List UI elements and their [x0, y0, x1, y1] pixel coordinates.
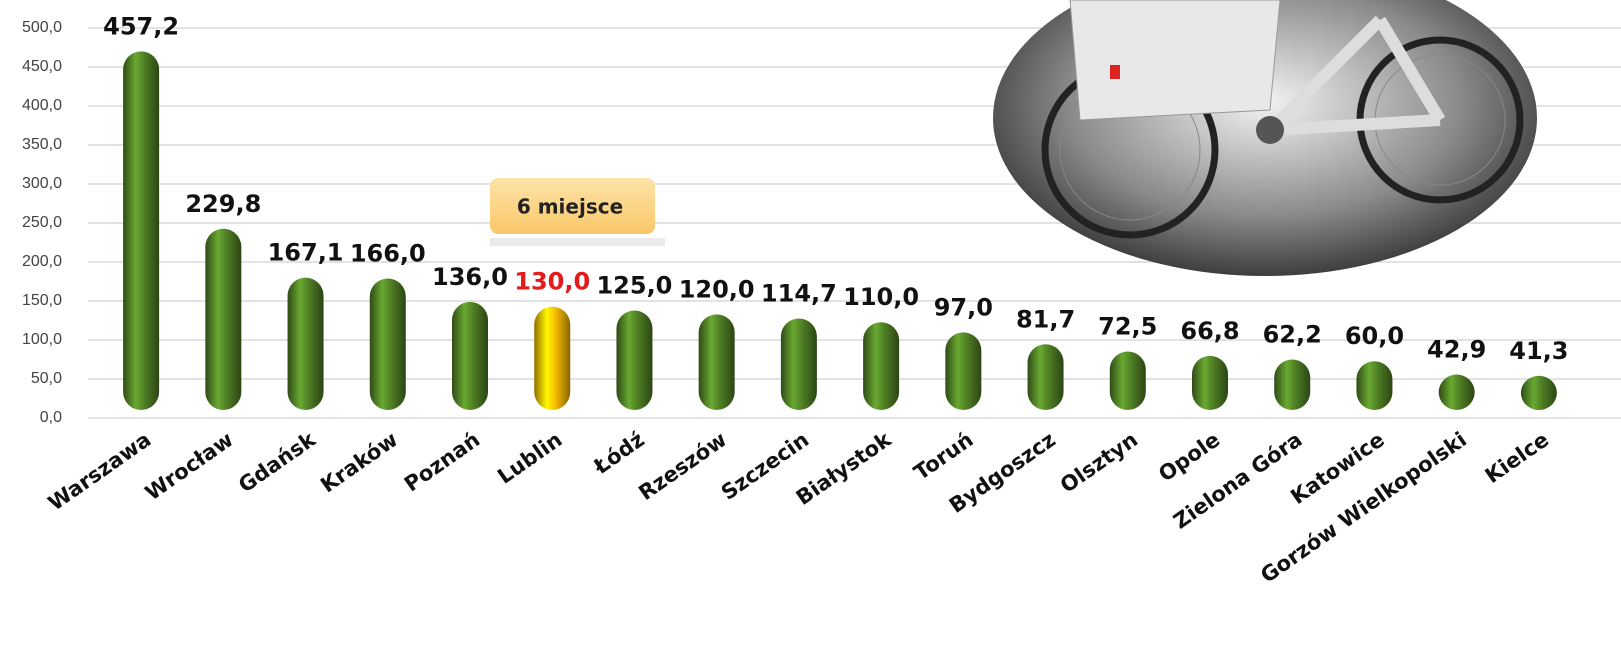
y-tick-label: 400,0 [22, 97, 62, 114]
bar [452, 301, 488, 410]
bar [369, 278, 406, 410]
x-tick-label: Poznań [400, 427, 484, 496]
bar [616, 310, 653, 410]
y-tick-label: 350,0 [22, 136, 62, 153]
bar [1274, 359, 1311, 410]
value-label: 130,0 [514, 268, 590, 296]
bar [698, 314, 735, 410]
bike-picture [993, 0, 1537, 276]
bar [1438, 374, 1475, 410]
value-label: 60,0 [1345, 322, 1404, 350]
value-label: 136,0 [432, 263, 508, 291]
bar [945, 332, 982, 410]
bar [863, 322, 900, 410]
y-tick-label: 300,0 [22, 175, 62, 192]
x-tick-label: Olsztyn [1056, 427, 1142, 497]
value-label: 41,3 [1509, 337, 1568, 365]
value-label: 114,7 [761, 280, 837, 308]
bar [287, 277, 324, 410]
value-label: 120,0 [679, 275, 755, 303]
x-tick-label: Gdańsk [234, 427, 321, 498]
y-tick-label: 250,0 [22, 214, 62, 231]
y-tick-label: 150,0 [22, 292, 62, 309]
value-label: 229,8 [185, 190, 261, 218]
y-tick-label: 0,0 [40, 409, 62, 426]
bar [205, 228, 242, 410]
bar [1027, 344, 1064, 410]
x-tick-label: Warszawa [44, 427, 156, 515]
y-tick-label: 50,0 [31, 370, 62, 387]
bar [780, 318, 817, 410]
value-label: 167,1 [268, 239, 344, 267]
x-tick-label: Wrocław [141, 427, 238, 505]
bar [1356, 361, 1393, 410]
value-label: 457,2 [103, 12, 179, 40]
value-label: 125,0 [596, 272, 672, 300]
x-tick-label: Kraków [316, 427, 402, 497]
bar [1109, 351, 1146, 410]
value-label: 97,0 [934, 293, 993, 321]
x-tick-label: Opole [1154, 427, 1224, 486]
y-tick-label: 450,0 [22, 58, 62, 75]
x-tick-label: Toruń [910, 427, 978, 485]
value-label: 42,9 [1427, 336, 1486, 364]
bar [1520, 375, 1557, 410]
value-label: 81,7 [1016, 305, 1075, 333]
bar [123, 51, 160, 410]
x-tick-label: Kielce [1481, 427, 1553, 488]
annotation: 6 miejsce [517, 195, 623, 219]
y-tick-label: 100,0 [22, 331, 62, 348]
x-tick-label: Łódź [589, 427, 649, 479]
y-tick-label: 200,0 [22, 253, 62, 270]
value-label: 166,0 [350, 240, 426, 268]
annotation-box: 6 miejsce [490, 178, 665, 246]
bar [534, 306, 571, 410]
bar [1192, 355, 1228, 410]
value-label: 110,0 [843, 283, 919, 311]
value-label: 66,8 [1180, 317, 1239, 345]
value-label: 72,5 [1098, 312, 1157, 340]
y-tick-label: 500,0 [22, 19, 62, 36]
value-label: 62,2 [1263, 320, 1322, 348]
x-tick-label: Rzeszów [634, 427, 731, 505]
x-tick-label: Lublin [493, 427, 566, 488]
